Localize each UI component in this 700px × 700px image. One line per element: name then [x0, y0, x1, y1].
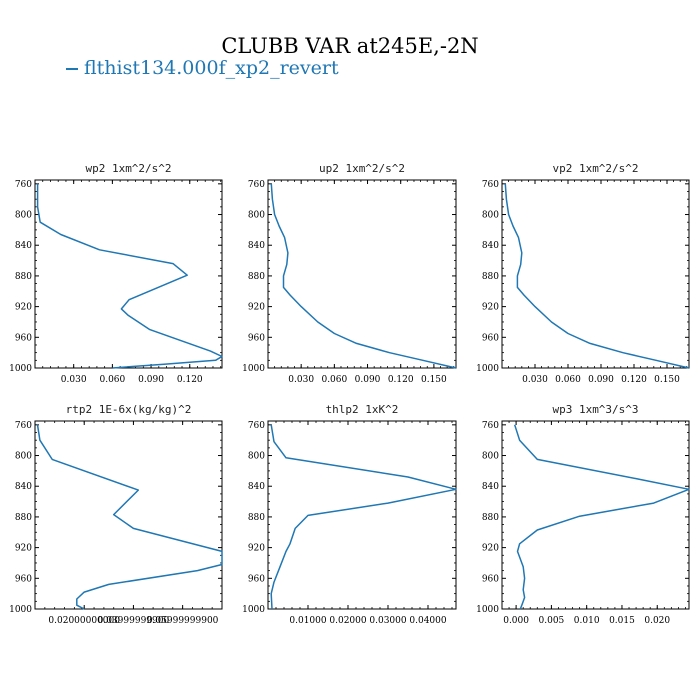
- y-tick-label: 920: [15, 303, 32, 313]
- x-tick-label: 0.030: [288, 375, 314, 385]
- panel-title: vp2 1xm^2/s^2: [552, 162, 638, 175]
- series-line: [513, 424, 690, 610]
- y-tick-label: 1000: [9, 364, 32, 374]
- chart-panel-4: thlp2 1xK^2 760 800 840 880 920 960 1000 0.01000…: [242, 403, 457, 626]
- y-tick-label: 760: [482, 180, 499, 190]
- x-tick-label: 0.02000000000: [48, 616, 120, 626]
- plot-frame: [34, 420, 223, 610]
- x-tick-label: 0.060: [99, 375, 125, 385]
- y-tick-label: 920: [482, 303, 499, 313]
- x-tick-label: 0.03000: [369, 616, 406, 626]
- x-tick-label: 0.03999999900: [98, 616, 170, 626]
- y-tick-label: 760: [15, 180, 32, 190]
- panel-title: wp3 1xm^3/s^3: [552, 403, 638, 416]
- y-tick-label: 760: [248, 180, 265, 190]
- y-tick-label: 880: [15, 272, 32, 282]
- y-tick-label: 960: [248, 333, 265, 343]
- y-tick-label: 920: [482, 544, 499, 554]
- x-tick-label: 0.005: [539, 616, 565, 626]
- y-tick-label: 920: [248, 544, 265, 554]
- x-tick-label: 0.120: [388, 375, 414, 385]
- y-tick-label: 880: [15, 513, 32, 523]
- y-tick-label: 760: [248, 421, 265, 431]
- y-tick-label: 960: [248, 574, 265, 584]
- y-tick-label: 840: [482, 241, 499, 251]
- y-tick-label: 880: [482, 513, 499, 523]
- series-line: [36, 183, 223, 369]
- chart-panel-5: wp3 1xm^3/s^3 760 800 840 880 920 960 1000 0.000…: [476, 403, 690, 626]
- x-tick-label: 0.030: [522, 375, 548, 385]
- y-tick-label: 760: [482, 421, 499, 431]
- x-tick-label: 0.120: [177, 375, 203, 385]
- page-title: CLUBB VAR at245E,-2N: [221, 34, 479, 58]
- y-tick-label: 840: [15, 241, 32, 251]
- y-tick-label: 800: [248, 452, 265, 462]
- x-tick-label: 0.060: [555, 375, 581, 385]
- y-tick-label: 880: [248, 513, 265, 523]
- x-tick-label: 0.010: [574, 616, 600, 626]
- y-tick-label: 840: [248, 241, 265, 251]
- y-tick-label: 960: [15, 574, 32, 584]
- y-tick-label: 1000: [9, 605, 32, 615]
- x-tick-label: 0.150: [654, 375, 680, 385]
- y-tick-label: 800: [482, 452, 499, 462]
- y-tick-label: 840: [248, 482, 265, 492]
- y-tick-label: 1000: [242, 605, 265, 615]
- plot-frame: [267, 179, 457, 369]
- y-tick-label: 800: [482, 211, 499, 221]
- x-tick-label: 0.000: [503, 616, 529, 626]
- y-tick-label: 800: [15, 452, 32, 462]
- legend-swatch: [66, 68, 78, 70]
- y-tick-label: 920: [15, 544, 32, 554]
- x-tick-label: 0.04000: [409, 616, 446, 626]
- series-line: [36, 424, 223, 610]
- y-tick-label: 1000: [476, 364, 499, 374]
- x-tick-label: 0.090: [355, 375, 381, 385]
- y-tick-label: 800: [248, 211, 265, 221]
- series-line: [504, 183, 690, 369]
- x-tick-label: 0.015: [609, 616, 635, 626]
- x-tick-label: 0.05999999900: [147, 616, 219, 626]
- chart-panel-2: vp2 1xm^2/s^2 760 800 840 880 920 960 1000 0.030…: [476, 162, 690, 385]
- x-tick-label: 0.150: [421, 375, 447, 385]
- y-tick-label: 960: [482, 333, 499, 343]
- chart-panel-0: wp2 1xm^2/s^2 760 800 840 880 920 960 1000 0.030…: [9, 162, 223, 385]
- panel-title: wp2 1xm^2/s^2: [85, 162, 171, 175]
- plot-frame: [267, 420, 457, 610]
- y-tick-label: 920: [248, 303, 265, 313]
- x-tick-label: 0.030: [61, 375, 87, 385]
- y-tick-label: 960: [15, 333, 32, 343]
- plot-frame: [34, 179, 223, 369]
- legend-label: flthist134.000f_xp2_revert: [84, 57, 339, 79]
- y-tick-label: 840: [482, 482, 499, 492]
- y-tick-label: 1000: [242, 364, 265, 374]
- y-tick-label: 880: [482, 272, 499, 282]
- x-tick-label: 0.060: [321, 375, 347, 385]
- chart-panel-1: up2 1xm^2/s^2 760 800 840 880 920 960 1000 0.030…: [242, 162, 457, 385]
- panel-title: rtp2 1E-6x(kg/kg)^2: [66, 403, 192, 416]
- x-tick-label: 0.090: [138, 375, 164, 385]
- x-tick-label: 0.01000: [289, 616, 326, 626]
- legend: flthist134.000f_xp2_revert: [66, 57, 339, 79]
- y-tick-label: 960: [482, 574, 499, 584]
- x-tick-label: 0.02000: [329, 616, 366, 626]
- x-tick-label: 0.090: [588, 375, 614, 385]
- x-tick-label: 0.020: [644, 616, 670, 626]
- y-tick-label: 840: [15, 482, 32, 492]
- y-tick-label: 880: [248, 272, 265, 282]
- plot-frame: [501, 420, 690, 610]
- x-tick-label: 0.120: [621, 375, 647, 385]
- chart-panel-3: rtp2 1E-6x(kg/kg)^2 760 800 840 880 920 960 100…: [9, 403, 223, 626]
- y-tick-label: 1000: [476, 605, 499, 615]
- series-line: [270, 183, 457, 369]
- panel-title: thlp2 1xK^2: [326, 403, 399, 416]
- plot-frame: [501, 179, 690, 369]
- y-tick-label: 760: [15, 421, 32, 431]
- y-tick-label: 800: [15, 211, 32, 221]
- panel-title: up2 1xm^2/s^2: [319, 162, 405, 175]
- series-line: [270, 424, 457, 610]
